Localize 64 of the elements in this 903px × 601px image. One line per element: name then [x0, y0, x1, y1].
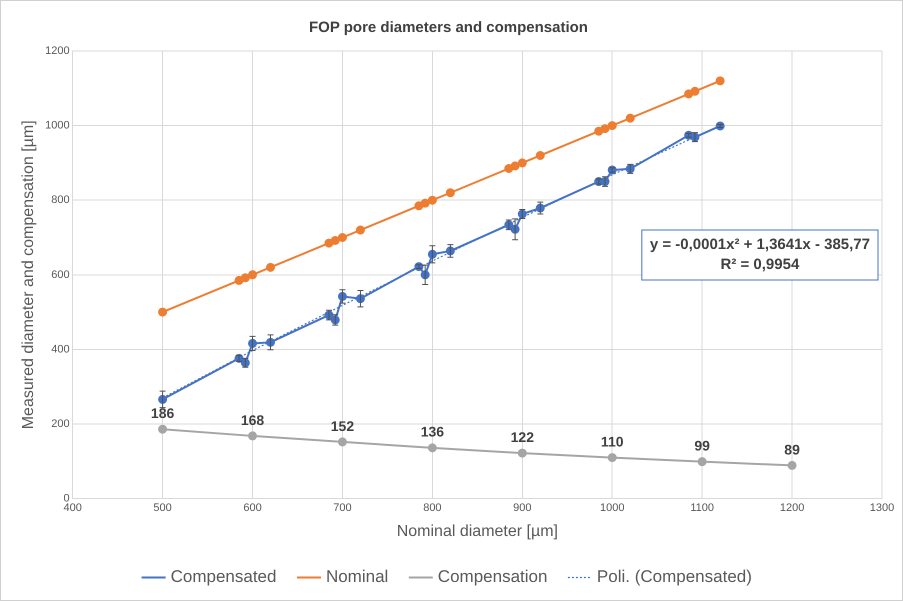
point — [536, 150, 545, 160]
point — [338, 437, 347, 446]
point — [240, 273, 250, 282]
point — [608, 121, 617, 130]
data-label: 168 — [240, 412, 264, 428]
point — [158, 424, 168, 434]
data-label: 136 — [420, 424, 444, 440]
point — [330, 236, 340, 245]
point — [600, 124, 610, 134]
chart-title: FOP pore diameters and compensation — [309, 19, 588, 36]
legend-label: Nominal — [326, 567, 388, 586]
point — [518, 448, 527, 458]
data-label: 122 — [510, 428, 534, 445]
point — [446, 188, 455, 198]
y-axis-title: Measured diameter and compensation [µm] — [20, 120, 38, 430]
point — [690, 86, 700, 96]
annotation: R² = 0,9954 — [720, 256, 800, 274]
legend-label: Compensated — [170, 567, 276, 586]
x-tick-label: 800 — [423, 502, 442, 514]
point — [626, 114, 635, 123]
point — [504, 164, 514, 173]
x-tick-label: 900 — [513, 502, 532, 514]
point — [234, 276, 244, 285]
x-tick-label: 1200 — [780, 502, 804, 514]
point — [510, 161, 520, 170]
point — [266, 262, 276, 272]
y-tick-label: 600 — [51, 268, 70, 281]
point — [420, 198, 430, 208]
x-tick-label: 1300 — [870, 502, 894, 514]
point — [788, 460, 797, 470]
point — [414, 262, 424, 272]
point — [698, 457, 707, 466]
point — [338, 233, 347, 242]
x-tick-label: 600 — [243, 502, 262, 514]
x-axis-title: Nominal diameter [µm] — [396, 522, 558, 540]
x-tick-label: 1000 — [600, 502, 624, 514]
y-tick-label: 800 — [51, 194, 70, 206]
point — [158, 308, 168, 317]
point — [248, 270, 258, 280]
y-tick-label: 400 — [51, 343, 70, 356]
data-label: 89 — [784, 441, 800, 458]
data-label: 99 — [694, 438, 710, 454]
x-tick-label: 1100 — [690, 502, 714, 514]
data-label: 186 — [150, 405, 174, 422]
x-tick-label: 700 — [333, 502, 352, 514]
x-tick-label: 500 — [153, 502, 172, 514]
point — [716, 76, 725, 86]
point — [248, 431, 258, 440]
x-tick-label: 400 — [63, 502, 82, 514]
y-tick-label: 1000 — [45, 120, 70, 132]
legend-label: Poli. (Compensated) — [596, 567, 752, 586]
point — [428, 443, 437, 452]
y-tick-label: 1200 — [45, 45, 70, 58]
point — [518, 158, 527, 168]
point — [356, 226, 365, 235]
data-label: 152 — [330, 418, 354, 434]
point — [428, 196, 437, 205]
point — [324, 238, 334, 248]
y-tick-label: 0 — [64, 492, 70, 505]
legend-label: Compensation — [438, 567, 548, 586]
point — [608, 453, 617, 462]
y-tick-label: 200 — [51, 418, 70, 430]
data-label: 110 — [600, 433, 624, 450]
annotation: y = -0,0001x² + 1,3641x - 385,77 — [650, 236, 870, 254]
